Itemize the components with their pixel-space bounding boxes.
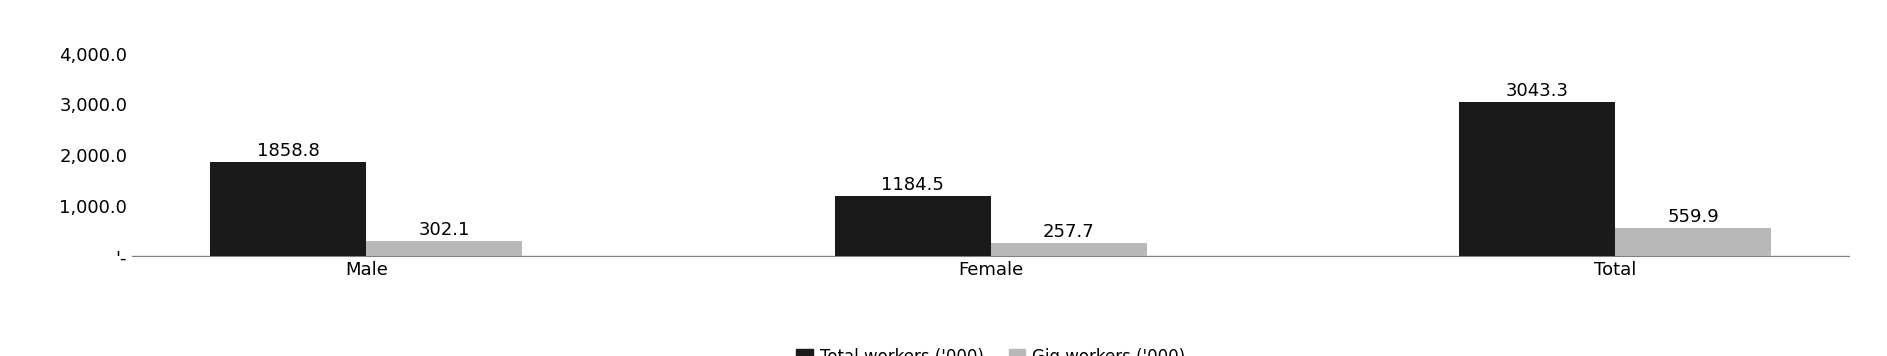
Text: 1184.5: 1184.5	[881, 176, 944, 194]
Bar	[209, 162, 366, 256]
Bar	[991, 243, 1147, 256]
Bar	[1459, 102, 1615, 256]
Text: 1858.8: 1858.8	[257, 142, 319, 160]
Text: 257.7: 257.7	[1044, 223, 1094, 241]
Bar	[366, 241, 523, 256]
Text: 559.9: 559.9	[1668, 208, 1719, 226]
Legend: Total workers ('000), Gig workers ('000): Total workers ('000), Gig workers ('000)	[796, 349, 1185, 356]
Text: 302.1: 302.1	[419, 221, 470, 239]
Text: 3043.3: 3043.3	[1506, 82, 1568, 100]
Bar	[1615, 228, 1772, 256]
Bar	[834, 197, 991, 256]
